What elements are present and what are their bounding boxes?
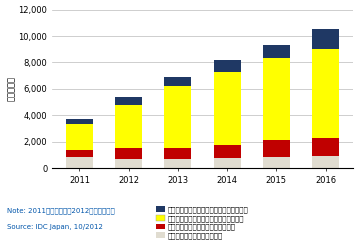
Bar <box>312 30 339 49</box>
Bar <box>312 138 339 156</box>
Bar <box>213 158 240 168</box>
Bar <box>263 59 290 140</box>
Bar <box>66 150 93 157</box>
Bar <box>263 140 290 157</box>
Bar <box>213 145 240 158</box>
Bar <box>115 148 142 159</box>
Bar <box>165 77 192 85</box>
Bar <box>263 157 290 168</box>
Y-axis label: （百万円）: （百万円） <box>7 76 16 101</box>
Bar <box>165 85 192 148</box>
Bar <box>115 97 142 105</box>
Bar <box>66 119 93 124</box>
Bar <box>213 72 240 145</box>
Bar <box>263 45 290 59</box>
Bar <box>312 156 339 168</box>
Bar <box>115 105 142 148</box>
Text: Note: 2011年は実績値、2012年以降は予測: Note: 2011年は実績値、2012年以降は予測 <box>7 207 115 214</box>
Text: Source: IDC Japan, 10/2012: Source: IDC Japan, 10/2012 <box>7 224 103 230</box>
Legend: モバイルアイデンティティ／アクセス管理, モバイルセキュアコンテンツ／脅威管理, モバイルセキュリティ／脆弱性管理, その他モバイルセキュリティ: モバイルアイデンティティ／アクセス管理, モバイルセキュアコンテンツ／脅威管理,… <box>156 206 249 239</box>
Bar <box>165 159 192 168</box>
Bar <box>213 60 240 72</box>
Bar <box>312 49 339 138</box>
Bar <box>115 159 142 168</box>
Bar <box>165 148 192 159</box>
Bar <box>66 124 93 150</box>
Bar <box>66 157 93 168</box>
